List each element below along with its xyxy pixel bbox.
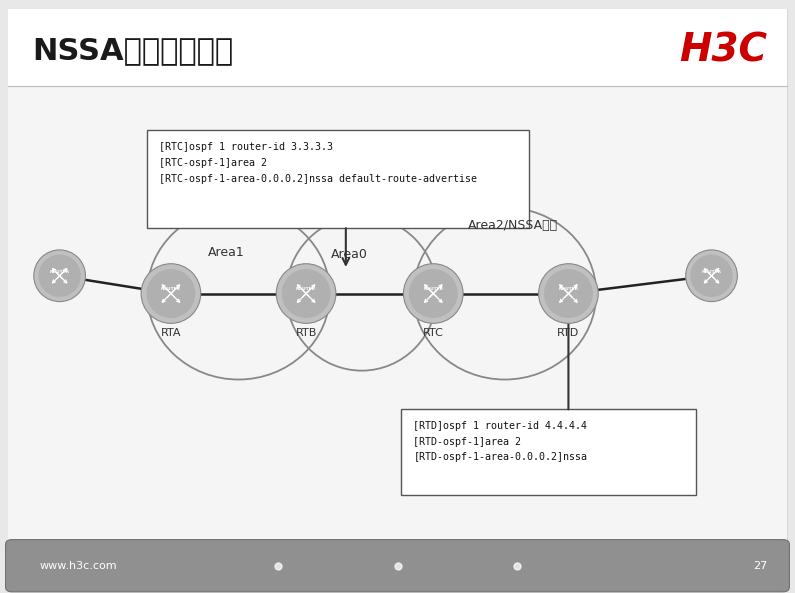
Text: Area0: Area0 <box>332 248 368 262</box>
Ellipse shape <box>409 269 458 318</box>
Ellipse shape <box>38 254 81 297</box>
Text: ROUTER: ROUTER <box>161 287 181 291</box>
Text: [RTD]ospf 1 router-id 4.4.4.4
[RTD-ospf-1]area 2
[RTD-ospf-1-area-0.0.0.2]nssa: [RTD]ospf 1 router-id 4.4.4.4 [RTD-ospf-… <box>413 421 588 462</box>
Text: RTC: RTC <box>423 328 444 338</box>
Ellipse shape <box>33 250 86 302</box>
Ellipse shape <box>538 264 598 323</box>
FancyBboxPatch shape <box>147 130 529 228</box>
Ellipse shape <box>277 264 335 323</box>
FancyBboxPatch shape <box>8 9 787 86</box>
Text: ROUTER: ROUTER <box>296 287 316 291</box>
Text: Area2/NSSA区域: Area2/NSSA区域 <box>467 219 558 232</box>
Ellipse shape <box>544 269 593 318</box>
Text: ROUTER: ROUTER <box>423 287 444 291</box>
Ellipse shape <box>404 264 463 323</box>
FancyBboxPatch shape <box>401 409 696 495</box>
Text: ROUTER: ROUTER <box>701 270 722 273</box>
Text: RTD: RTD <box>557 328 580 338</box>
Ellipse shape <box>281 269 331 318</box>
Text: 27: 27 <box>753 561 767 570</box>
Ellipse shape <box>146 269 196 318</box>
Text: RTB: RTB <box>296 328 316 338</box>
Text: [RTC]ospf 1 router-id 3.3.3.3
[RTC-ospf-1]area 2
[RTC-ospf-1-area-0.0.0.2]nssa d: [RTC]ospf 1 router-id 3.3.3.3 [RTC-ospf-… <box>159 142 477 183</box>
Ellipse shape <box>142 264 200 323</box>
Text: NSSA区域配置示例: NSSA区域配置示例 <box>32 36 233 65</box>
FancyBboxPatch shape <box>8 9 787 543</box>
Ellipse shape <box>685 250 738 302</box>
Text: ROUTER: ROUTER <box>49 270 70 273</box>
Text: H3C: H3C <box>679 31 767 69</box>
FancyBboxPatch shape <box>8 86 787 543</box>
Ellipse shape <box>690 254 733 297</box>
FancyBboxPatch shape <box>6 540 789 592</box>
Text: Area1: Area1 <box>208 246 245 259</box>
Text: www.h3c.com: www.h3c.com <box>40 561 118 570</box>
Text: RTA: RTA <box>161 328 181 338</box>
Text: ROUTER: ROUTER <box>558 287 579 291</box>
